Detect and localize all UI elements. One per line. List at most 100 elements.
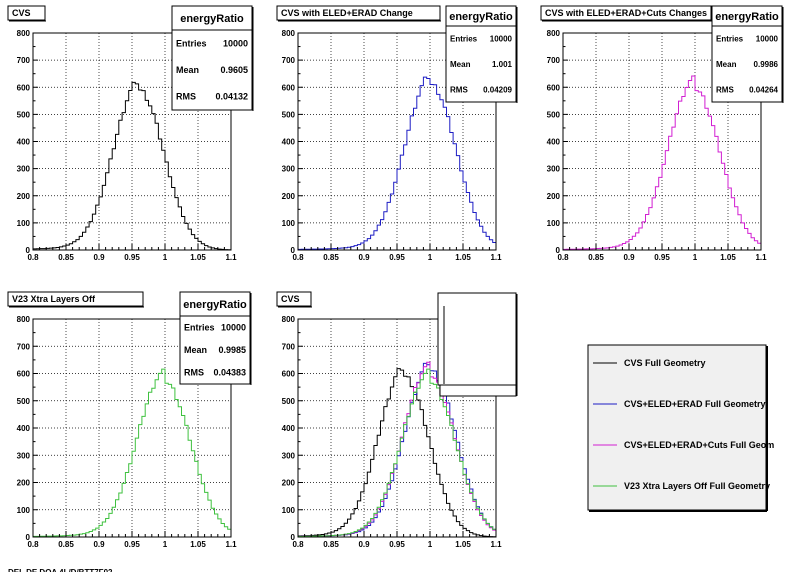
y-tick-label: 600 (282, 83, 296, 92)
x-tick-label: 1.05 (455, 253, 471, 262)
x-tick-label: 1.1 (755, 253, 767, 262)
y-tick-label: 800 (282, 315, 296, 324)
stats-entries-label: Entries (716, 35, 744, 44)
legend-label: V23 Xtra Layers Off Full Geometry (624, 481, 770, 491)
chart-title-box (276, 5, 441, 21)
stats-rms-value: 0.04132 (215, 92, 248, 102)
x-tick-label: 1.1 (225, 540, 237, 549)
y-tick-label: 700 (17, 342, 31, 351)
x-tick-label: 1 (428, 540, 433, 549)
stats-entries-label: Entries (184, 322, 215, 332)
y-tick-label: 200 (17, 479, 31, 488)
legend-label: CVS+ELED+ERAD+Cuts Full Geom (624, 440, 774, 450)
x-tick-label: 0.85 (323, 540, 339, 549)
x-tick-label: 0.8 (27, 540, 39, 549)
y-tick-label: 400 (282, 424, 296, 433)
chart-title: CVS (281, 294, 300, 304)
y-tick-label: 200 (282, 192, 296, 201)
stats-name: energyRatio (180, 13, 244, 25)
x-tick-label: 1.1 (490, 253, 502, 262)
x-tick-label: 1 (163, 540, 168, 549)
chart-title: CVS with ELED+ERAD Change (281, 8, 413, 18)
stats-box: energyRatio Entries 10000 Mean 1.001 RMS 0.042… (445, 5, 518, 103)
x-tick-label: 1 (428, 253, 433, 262)
chart-title: CVS with ELED+ERAD+Cuts Changes (545, 8, 707, 18)
stats-entries-value: 10000 (223, 38, 248, 48)
y-tick-label: 200 (547, 192, 561, 201)
stats-box: energyRatio Entries 10000 Mean 0.9985 RMS 0.04… (179, 291, 252, 385)
stats-mean-value: 1.001 (492, 60, 513, 69)
stats-entries-value: 10000 (490, 35, 513, 44)
x-tick-label: 0.9 (93, 253, 105, 262)
y-tick-label: 800 (17, 29, 31, 38)
x-tick-label: 1 (163, 253, 168, 262)
stats-mean-value: 0.9985 (218, 345, 246, 355)
x-tick-label: 0.95 (389, 253, 405, 262)
stats-box-frame (179, 291, 251, 385)
y-tick-label: 100 (282, 219, 296, 228)
stats-entries-label: Entries (450, 35, 478, 44)
x-tick-label: 0.9 (623, 253, 635, 262)
stats-mean-value: 0.9605 (220, 65, 248, 75)
y-tick-label: 100 (547, 219, 561, 228)
y-tick-label: 400 (17, 424, 31, 433)
y-tick-label: 500 (17, 110, 31, 119)
stats-mean-label: Mean (450, 60, 471, 69)
stats-box-frame (171, 5, 253, 111)
x-tick-label: 0.95 (124, 253, 140, 262)
y-tick-label: 600 (547, 83, 561, 92)
histogram-panel-3: 0 100 200 300 400 500 600 700 800 0.8 0.85 0.9 0.95 1… (540, 5, 784, 262)
stats-rms-label: RMS (716, 85, 734, 94)
x-tick-label: 0.8 (292, 540, 304, 549)
y-tick-label: 200 (282, 479, 296, 488)
y-tick-label: 0 (26, 246, 31, 255)
x-tick-label: 0.8 (292, 253, 304, 262)
y-tick-label: 400 (282, 138, 296, 147)
stats-rms-value: 0.04383 (213, 368, 246, 378)
y-tick-label: 0 (291, 533, 296, 542)
y-tick-label: 600 (282, 370, 296, 379)
x-tick-label: 0.9 (93, 540, 105, 549)
x-tick-label: 1.05 (190, 540, 206, 549)
overlay-box-front (437, 292, 517, 386)
stats-box: energyRatio Entries 10000 Mean 0.9605 RMS 0.04… (171, 5, 254, 111)
stats-entries-value: 10000 (756, 35, 779, 44)
stats-rms-label: RMS (184, 368, 204, 378)
y-tick-label: 200 (17, 192, 31, 201)
stats-rms-value: 0.04209 (483, 85, 512, 94)
x-tick-label: 0.85 (58, 540, 74, 549)
overlay-stats-boxes (437, 292, 518, 397)
stats-mean-label: Mean (184, 345, 207, 355)
stats-name: energyRatio (183, 299, 247, 311)
x-tick-label: 0.95 (654, 253, 670, 262)
x-tick-label: 0.8 (557, 253, 569, 262)
x-tick-label: 0.95 (389, 540, 405, 549)
y-tick-label: 300 (17, 165, 31, 174)
y-tick-label: 600 (17, 83, 31, 92)
x-tick-label: 0.85 (588, 253, 604, 262)
x-tick-label: 0.8 (27, 253, 39, 262)
y-tick-label: 500 (282, 397, 296, 406)
x-tick-label: 1.05 (720, 253, 736, 262)
chart-title-box (276, 291, 312, 307)
x-tick-label: 0.85 (323, 253, 339, 262)
stats-mean-label: Mean (716, 60, 737, 69)
y-tick-label: 700 (547, 56, 561, 65)
stats-rms-label: RMS (176, 92, 196, 102)
stats-name: energyRatio (715, 11, 779, 23)
y-tick-label: 0 (556, 246, 561, 255)
stats-rms-label: RMS (450, 85, 468, 94)
x-tick-label: 1.1 (490, 540, 502, 549)
chart-title-box (540, 5, 712, 21)
y-tick-label: 700 (17, 56, 31, 65)
legend-label: CVS Full Geometry (624, 358, 706, 368)
legend-label: CVS+ELED+ERAD Full Geometry (624, 399, 766, 409)
y-tick-label: 800 (17, 315, 31, 324)
stats-box-frame (711, 5, 783, 103)
y-tick-label: 300 (282, 165, 296, 174)
chart-title: CVS (12, 8, 31, 18)
stats-entries-value: 10000 (221, 322, 246, 332)
stats-box: energyRatio Entries 10000 Mean 0.9986 RMS 0.04… (711, 5, 784, 103)
y-tick-label: 400 (17, 138, 31, 147)
stats-box-frame (445, 5, 517, 103)
